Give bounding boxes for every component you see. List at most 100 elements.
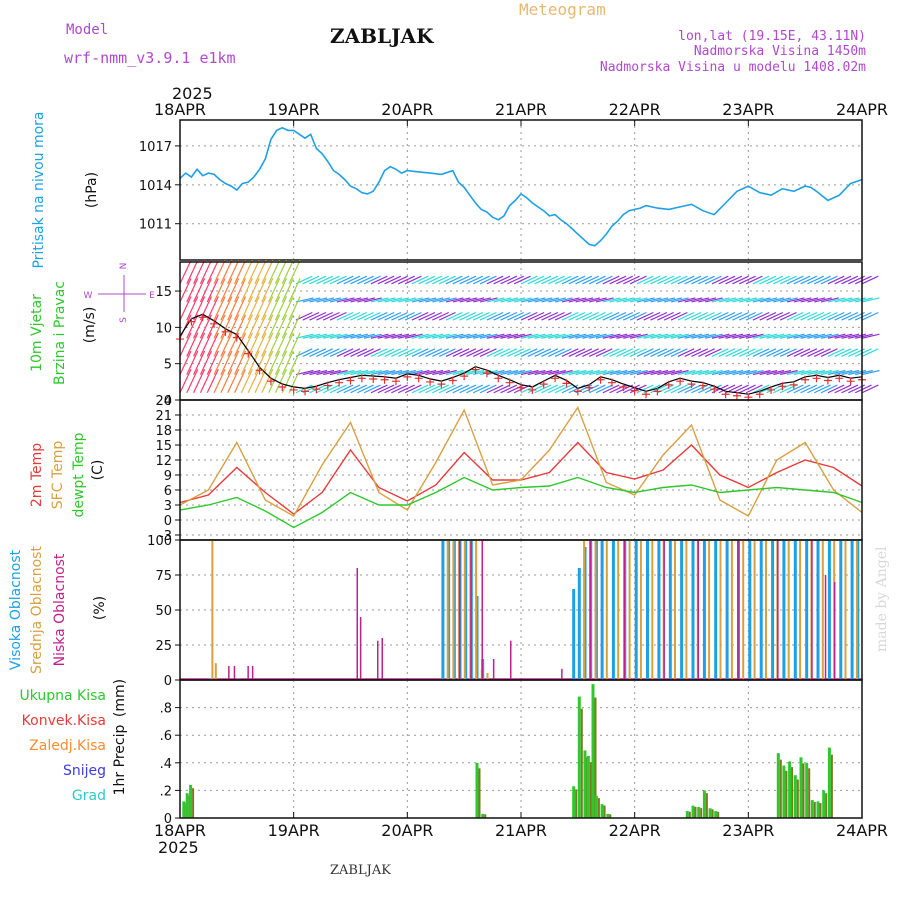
wind-barb bbox=[752, 369, 771, 376]
wind-barb bbox=[629, 333, 648, 339]
wind-barb bbox=[670, 333, 689, 339]
precip-bar bbox=[572, 786, 576, 818]
wind-barb bbox=[466, 333, 485, 339]
wind-barb bbox=[609, 369, 628, 376]
precip-bar-conv bbox=[717, 811, 720, 818]
wind-barb bbox=[384, 369, 403, 376]
wind-barb bbox=[725, 297, 744, 303]
wind-gust-marker bbox=[426, 377, 435, 386]
wind-barb bbox=[329, 348, 347, 357]
wind-barb bbox=[322, 348, 340, 357]
wind-gust-marker bbox=[278, 383, 287, 392]
wind-barb bbox=[643, 333, 662, 339]
wind-barb bbox=[350, 369, 369, 376]
wind-barb bbox=[841, 311, 859, 321]
wind-barb bbox=[213, 259, 226, 285]
wind-barb bbox=[554, 333, 573, 339]
wind-gust-marker bbox=[801, 375, 810, 384]
cloud-bar-cloud_low bbox=[777, 540, 779, 680]
precip-bar bbox=[189, 784, 193, 818]
wind-gust-marker bbox=[812, 374, 821, 383]
wind-barb bbox=[364, 369, 382, 376]
wind-barb bbox=[588, 384, 606, 394]
wind-barb bbox=[343, 384, 361, 394]
x-tick-label-top: 22APR bbox=[609, 100, 661, 119]
cloud-bar-cloud_high bbox=[816, 540, 820, 680]
wind-barb bbox=[193, 259, 206, 285]
wind-barb bbox=[295, 384, 313, 394]
wind-barb bbox=[609, 333, 628, 339]
cloud-bar-cloud_high bbox=[771, 540, 775, 680]
wind-barb bbox=[732, 348, 749, 357]
precip-bar-conv bbox=[609, 814, 612, 818]
wind-barb bbox=[841, 275, 859, 285]
wind-gust-marker bbox=[562, 379, 571, 388]
wind-barb bbox=[861, 384, 879, 394]
wind-gust-marker bbox=[460, 372, 469, 381]
wind-barb bbox=[329, 333, 348, 339]
wind-barb bbox=[657, 369, 676, 376]
wind-barb bbox=[650, 297, 669, 303]
wind-barb bbox=[336, 311, 354, 321]
wind-barb bbox=[684, 275, 702, 285]
wind-barb bbox=[841, 348, 859, 357]
wind-barb bbox=[186, 368, 199, 393]
wind-barb bbox=[725, 333, 744, 339]
cloud-bar-cloud_high bbox=[782, 540, 786, 680]
precip-bar-conv bbox=[688, 811, 691, 818]
wind-barb bbox=[377, 275, 395, 285]
y-tick-label: 9 bbox=[164, 469, 172, 484]
wind-barb bbox=[595, 297, 614, 303]
wind-barb bbox=[861, 348, 879, 357]
wind-barb bbox=[745, 311, 763, 321]
wind-gust-marker bbox=[471, 365, 480, 374]
wind-barb bbox=[274, 278, 288, 303]
wind-barb bbox=[357, 384, 374, 394]
wind-barb bbox=[861, 275, 879, 285]
y-tick-label: 100 bbox=[147, 534, 172, 549]
wind-barb bbox=[452, 311, 470, 321]
wind-barb bbox=[561, 275, 579, 285]
precip-bar bbox=[822, 790, 826, 818]
wind-barb bbox=[268, 278, 281, 303]
precip-bar bbox=[810, 800, 814, 818]
precip-bar-conv bbox=[785, 770, 788, 818]
wind-barb bbox=[247, 259, 260, 285]
y-tick-label: .2 bbox=[160, 784, 172, 799]
wind-barb bbox=[363, 311, 381, 321]
wind-barb bbox=[452, 333, 471, 339]
wind-barb bbox=[452, 384, 470, 394]
wind-gust-marker bbox=[301, 387, 310, 396]
wind-barb bbox=[595, 311, 613, 321]
wind-barb bbox=[711, 369, 730, 376]
wind-gust-marker bbox=[517, 383, 525, 392]
watermark: made by Angel bbox=[874, 546, 890, 652]
wind-barb bbox=[820, 311, 838, 321]
cloud-bar-cloud_mid bbox=[617, 540, 620, 680]
wind-barb bbox=[281, 368, 294, 393]
wind-barb bbox=[377, 348, 395, 357]
precip-bar-conv bbox=[580, 708, 583, 818]
wind-barb bbox=[663, 275, 681, 285]
cloud-bar-cloud_mid bbox=[685, 540, 688, 680]
wind-barb bbox=[234, 350, 247, 375]
wind-barb bbox=[752, 384, 770, 394]
wind-barb bbox=[786, 384, 804, 394]
wind-barb bbox=[820, 369, 839, 376]
wind-barb bbox=[711, 275, 729, 285]
wind-barb bbox=[493, 275, 511, 285]
wind-barb bbox=[357, 311, 374, 321]
wind-barb bbox=[309, 369, 328, 376]
cloud-bar-cloud_high bbox=[441, 540, 445, 680]
precip-bar bbox=[691, 805, 695, 818]
wind-barb bbox=[199, 332, 212, 357]
wind-barb bbox=[254, 368, 267, 393]
wind-barb bbox=[329, 297, 348, 303]
wind-gust-marker bbox=[755, 390, 764, 399]
wind-barb bbox=[684, 297, 703, 303]
wind-barb bbox=[445, 369, 464, 376]
wind-barb bbox=[691, 348, 709, 357]
wind-barb bbox=[493, 297, 512, 303]
wind-barb bbox=[281, 259, 294, 285]
wind-barb bbox=[438, 311, 456, 321]
